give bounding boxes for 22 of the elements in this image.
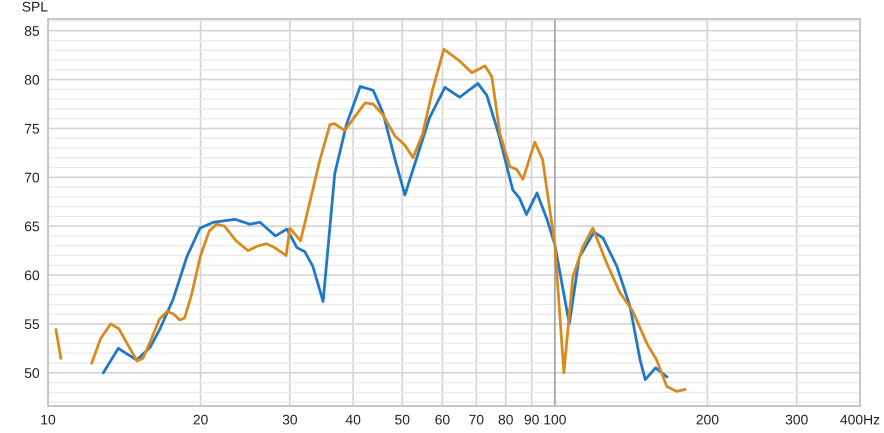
y-tick-label: 65 — [24, 222, 40, 232]
y-tick-label: 85 — [24, 26, 40, 36]
x-tick-label: 400Hz — [840, 414, 880, 425]
x-tick-label: 70 — [469, 414, 484, 425]
x-tick-label: 10 — [41, 414, 56, 425]
y-tick-label: 80 — [24, 74, 40, 85]
y-tick-label: 70 — [24, 172, 40, 182]
y-tick-label: 75 — [24, 124, 40, 134]
x-tick-label: 40 — [346, 414, 360, 425]
y-axis-title: SPL — [22, 2, 48, 12]
y-tick-label: 50 — [24, 368, 40, 378]
x-tick-label: 20 — [194, 414, 208, 425]
x-tick-label: 60 — [435, 414, 450, 425]
x-tick-label: 90 — [524, 414, 539, 425]
x-tick-label: 300 — [786, 414, 808, 425]
x-tick-label: 30 — [282, 414, 298, 425]
x-tick-label: 200 — [696, 414, 718, 425]
x-tick-label: 80 — [498, 414, 513, 425]
y-tick-label: 60 — [24, 270, 40, 280]
y-tick-label: 55 — [24, 319, 40, 330]
x-tick-label: 50 — [395, 414, 410, 425]
x-tick-label: 100 — [544, 414, 566, 425]
